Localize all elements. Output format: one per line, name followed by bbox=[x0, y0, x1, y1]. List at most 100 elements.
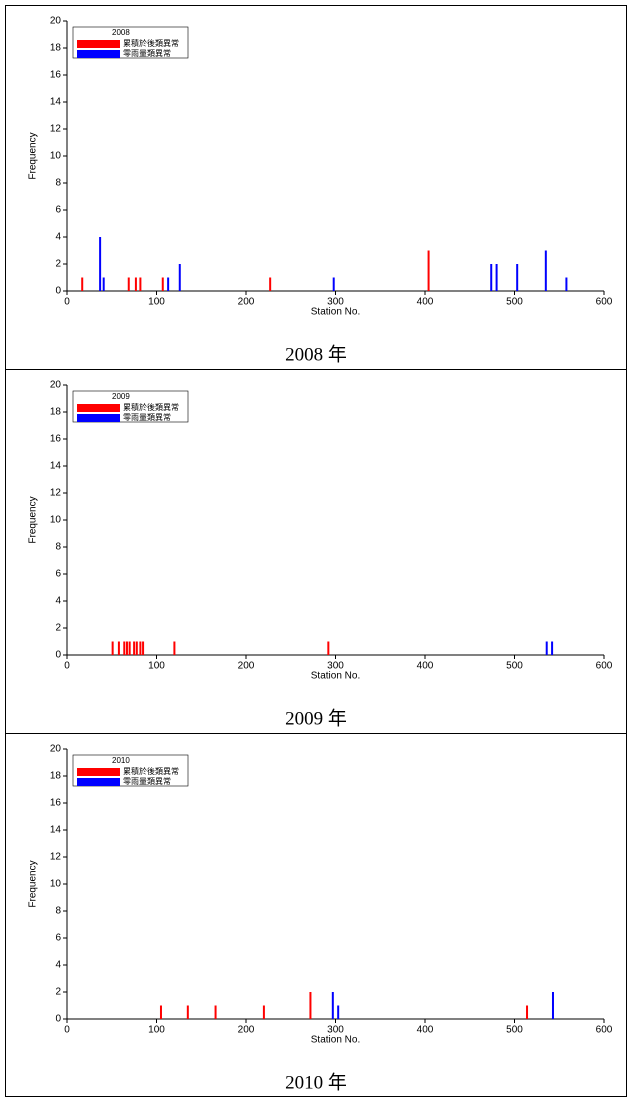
bar bbox=[327, 641, 330, 655]
bar bbox=[186, 1005, 189, 1019]
x-tick-label: 500 bbox=[506, 297, 523, 308]
bar bbox=[544, 250, 547, 291]
bar bbox=[159, 1005, 162, 1019]
bar bbox=[111, 641, 114, 655]
bar bbox=[99, 237, 102, 291]
y-tick-label: 20 bbox=[50, 380, 62, 391]
y-tick-label: 6 bbox=[55, 569, 61, 580]
legend-label: 累積於後類異常 bbox=[123, 38, 179, 48]
bar bbox=[128, 641, 131, 655]
bar bbox=[167, 277, 170, 291]
y-tick-label: 4 bbox=[55, 960, 61, 971]
y-tick-label: 18 bbox=[50, 771, 62, 782]
x-tick-label: 500 bbox=[506, 661, 523, 672]
x-tick-label: 0 bbox=[64, 1025, 70, 1036]
bar bbox=[332, 277, 335, 291]
y-tick-label: 8 bbox=[55, 906, 61, 917]
x-tick-label: 200 bbox=[238, 661, 255, 672]
x-tick-label: 400 bbox=[417, 661, 434, 672]
y-tick-label: 12 bbox=[50, 124, 62, 135]
y-tick-label: 4 bbox=[55, 596, 61, 607]
bar bbox=[309, 992, 312, 1019]
legend-swatch bbox=[77, 404, 120, 412]
y-tick-label: 12 bbox=[50, 488, 62, 499]
bar bbox=[173, 641, 176, 655]
y-tick-label: 2 bbox=[55, 623, 61, 634]
legend-title: 2009 bbox=[112, 392, 130, 401]
x-axis-label: Station No. bbox=[311, 1035, 360, 1046]
bar bbox=[269, 277, 272, 291]
y-tick-label: 18 bbox=[50, 407, 62, 418]
y-tick-label: 20 bbox=[50, 744, 62, 755]
x-tick-label: 100 bbox=[148, 1025, 165, 1036]
table-border bbox=[5, 5, 627, 1097]
x-axis-label: Station No. bbox=[311, 671, 360, 682]
legend-label: 零雨量類異常 bbox=[123, 48, 171, 58]
bar bbox=[178, 264, 181, 291]
y-tick-label: 4 bbox=[55, 232, 61, 243]
y-axis-label: Frequency bbox=[28, 496, 39, 543]
bar bbox=[102, 277, 105, 291]
bar bbox=[125, 641, 128, 655]
bar bbox=[331, 992, 334, 1019]
y-tick-label: 16 bbox=[50, 798, 62, 809]
legend-swatch bbox=[77, 40, 120, 48]
x-tick-label: 600 bbox=[596, 297, 613, 308]
y-tick-label: 6 bbox=[55, 933, 61, 944]
legend-label: 累積於後類異常 bbox=[123, 766, 179, 776]
bar bbox=[139, 277, 142, 291]
bar bbox=[516, 264, 519, 291]
bar bbox=[545, 641, 548, 655]
x-tick-label: 500 bbox=[506, 1025, 523, 1036]
bar bbox=[526, 1005, 529, 1019]
y-tick-label: 14 bbox=[50, 461, 62, 472]
bar bbox=[133, 641, 136, 655]
y-tick-label: 0 bbox=[55, 1014, 61, 1025]
bar bbox=[214, 1005, 217, 1019]
bar bbox=[427, 250, 430, 291]
bar bbox=[262, 1005, 265, 1019]
y-tick-label: 2 bbox=[55, 987, 61, 998]
bar bbox=[135, 641, 138, 655]
caption: 2008 年 bbox=[285, 343, 347, 365]
y-tick-label: 10 bbox=[50, 151, 62, 162]
legend-title: 2010 bbox=[112, 756, 130, 765]
x-tick-label: 100 bbox=[148, 297, 165, 308]
legend-swatch bbox=[77, 768, 120, 776]
x-tick-label: 300 bbox=[327, 1025, 344, 1036]
bar bbox=[134, 277, 137, 291]
y-tick-label: 8 bbox=[55, 542, 61, 553]
y-tick-label: 18 bbox=[50, 43, 62, 54]
bar bbox=[123, 641, 126, 655]
bar bbox=[117, 641, 120, 655]
x-tick-label: 0 bbox=[64, 297, 70, 308]
x-tick-label: 300 bbox=[327, 661, 344, 672]
legend-swatch bbox=[77, 50, 120, 58]
x-tick-label: 400 bbox=[417, 1025, 434, 1036]
x-tick-label: 600 bbox=[596, 1025, 613, 1036]
bar bbox=[565, 277, 568, 291]
legend-label: 零雨量類異常 bbox=[123, 776, 171, 786]
y-tick-label: 16 bbox=[50, 70, 62, 81]
y-tick-label: 10 bbox=[50, 879, 62, 890]
bar bbox=[551, 641, 554, 655]
x-tick-label: 600 bbox=[596, 661, 613, 672]
y-tick-label: 8 bbox=[55, 178, 61, 189]
y-tick-label: 20 bbox=[50, 16, 62, 27]
x-tick-label: 200 bbox=[238, 297, 255, 308]
bar bbox=[139, 641, 142, 655]
bar bbox=[495, 264, 498, 291]
y-tick-label: 2 bbox=[55, 259, 61, 270]
x-axis-label: Station No. bbox=[311, 307, 360, 318]
y-tick-label: 6 bbox=[55, 205, 61, 216]
y-tick-label: 14 bbox=[50, 97, 62, 108]
y-axis-label: Frequency bbox=[28, 860, 39, 907]
legend-swatch bbox=[77, 778, 120, 786]
caption: 2010 年 bbox=[285, 1071, 347, 1093]
bar bbox=[490, 264, 493, 291]
x-tick-label: 200 bbox=[238, 1025, 255, 1036]
x-tick-label: 0 bbox=[64, 661, 70, 672]
legend-label: 累積於後類異常 bbox=[123, 402, 179, 412]
